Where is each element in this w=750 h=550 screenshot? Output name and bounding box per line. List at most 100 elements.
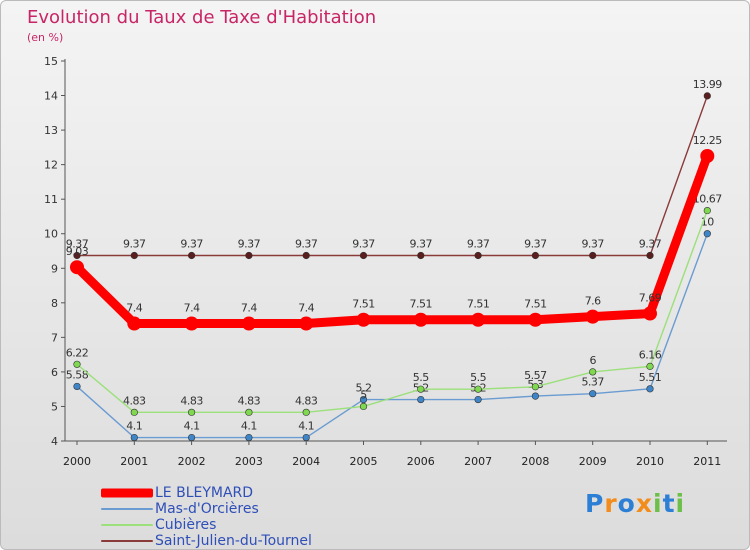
- data-label-cubi-res: 4.83: [238, 394, 261, 407]
- data-point-saint-julien-du-tournel: [474, 251, 482, 260]
- data-point-le-bleymard: [70, 260, 84, 275]
- y-tick-label: 4: [51, 435, 58, 448]
- x-tick-label: 2003: [235, 455, 263, 468]
- data-point-cubi-res: [474, 385, 482, 393]
- data-label-mas-d-orci-res: 4.1: [126, 420, 142, 433]
- data-point-cubi-res: [73, 360, 81, 368]
- y-tick-label: 6: [51, 366, 58, 379]
- data-point-saint-julien-du-tournel: [646, 251, 654, 260]
- data-label-le-bleymard: 7.4: [298, 302, 314, 315]
- data-label-le-bleymard: 9.03: [66, 245, 89, 258]
- legend-swatch: [101, 524, 153, 526]
- data-label-cubi-res: 6: [589, 354, 596, 367]
- data-label-saint-julien-du-tournel: 9.37: [66, 237, 89, 250]
- series-line-mas-d-orci-res: [76, 233, 708, 439]
- data-point-cubi-res: [130, 408, 138, 416]
- y-tick-label: 7: [51, 331, 58, 344]
- data-label-cubi-res: 10.67: [693, 193, 722, 206]
- data-label-cubi-res: 4.83: [295, 394, 318, 407]
- data-label-mas-d-orci-res: 4.1: [184, 420, 200, 433]
- data-point-mas-d-orci-res: [73, 382, 81, 391]
- chart-title: Evolution du Taux de Taxe d'Habitation: [27, 7, 377, 28]
- data-point-saint-julien-du-tournel: [531, 251, 540, 260]
- data-point-saint-julien-du-tournel: [245, 251, 253, 260]
- proxiti-logo: Proxiti: [585, 489, 685, 518]
- data-point-mas-d-orci-res: [245, 433, 253, 442]
- data-point-saint-julien-du-tournel: [302, 251, 310, 260]
- x-tick-label: 2005: [350, 455, 378, 468]
- data-label-mas-d-orci-res: 5.58: [66, 368, 89, 381]
- data-label-cubi-res: 4.83: [180, 394, 203, 407]
- data-point-saint-julien-du-tournel: [589, 251, 597, 260]
- data-point-le-bleymard: [299, 316, 314, 331]
- data-label-saint-julien-du-tournel: 9.37: [295, 237, 318, 250]
- data-point-saint-julien-du-tournel: [130, 251, 138, 260]
- data-point-saint-julien-du-tournel: [703, 92, 711, 100]
- data-point-mas-d-orci-res: [531, 392, 540, 400]
- data-point-mas-d-orci-res: [703, 230, 711, 238]
- logo-letter: t: [662, 489, 676, 518]
- data-point-cubi-res: [417, 385, 425, 393]
- data-point-saint-julien-du-tournel: [188, 251, 196, 260]
- data-label-mas-d-orci-res: 4.1: [298, 420, 314, 433]
- series-line-cubi-res: [76, 209, 708, 414]
- y-tick-label: 11: [44, 193, 58, 206]
- logo-letter: x: [635, 489, 653, 518]
- data-point-le-bleymard: [127, 316, 142, 331]
- x-tick-label: 2010: [636, 455, 664, 468]
- data-point-mas-d-orci-res: [474, 395, 482, 404]
- chart-unit: (en %): [27, 31, 64, 44]
- series-line-le-bleymard: [72, 151, 712, 329]
- legend-label: Cubières: [155, 517, 217, 533]
- data-label-le-bleymard: 7.6: [585, 295, 601, 308]
- data-label-le-bleymard: 12.25: [693, 134, 722, 147]
- y-tick-label: 13: [44, 124, 58, 137]
- data-label-saint-julien-du-tournel: 9.37: [123, 237, 146, 250]
- legend-label: LE BLEYMARD: [155, 485, 254, 501]
- data-point-cubi-res: [589, 368, 597, 376]
- data-label-mas-d-orci-res: 5.51: [639, 371, 662, 384]
- y-tick-label: 5: [51, 400, 58, 413]
- x-tick-label: 2007: [464, 455, 492, 468]
- y-tick-label: 9: [51, 262, 58, 275]
- y-tick-label: 10: [44, 228, 58, 241]
- data-point-cubi-res: [646, 362, 654, 370]
- data-point-mas-d-orci-res: [359, 395, 368, 404]
- data-point-le-bleymard: [413, 312, 428, 327]
- x-tick-label: 2002: [178, 455, 206, 468]
- data-label-le-bleymard: 7.69: [639, 292, 662, 305]
- data-label-le-bleymard: 7.51: [467, 298, 490, 311]
- data-point-mas-d-orci-res: [302, 433, 310, 442]
- logo-letter: o: [617, 489, 636, 518]
- y-tick-label: 8: [51, 297, 58, 310]
- data-label-le-bleymard: 7.4: [184, 302, 200, 315]
- x-tick-label: 2000: [63, 455, 91, 468]
- legend-swatch: [101, 540, 153, 542]
- data-label-mas-d-orci-res: 5.2: [356, 382, 372, 395]
- x-tick-label: 2009: [579, 455, 607, 468]
- x-tick-label: 2006: [407, 455, 435, 468]
- data-label-cubi-res: 5.5: [470, 371, 486, 384]
- x-tick-label: 2008: [521, 455, 549, 468]
- logo-letter: i: [653, 489, 663, 518]
- data-label-le-bleymard: 7.4: [241, 302, 257, 315]
- data-point-saint-julien-du-tournel: [359, 251, 368, 260]
- data-label-saint-julien-du-tournel: 9.37: [524, 237, 547, 250]
- data-point-mas-d-orci-res: [589, 390, 597, 398]
- data-point-le-bleymard: [643, 306, 657, 321]
- data-point-cubi-res: [359, 402, 368, 411]
- data-point-le-bleymard: [184, 316, 199, 331]
- y-tick-label: 15: [44, 55, 58, 68]
- data-label-cubi-res: 5.5: [413, 371, 429, 384]
- data-point-saint-julien-du-tournel: [73, 251, 81, 260]
- data-label-saint-julien-du-tournel: 9.37: [238, 237, 261, 250]
- x-tick-label: 2004: [292, 455, 320, 468]
- data-label-saint-julien-du-tournel: 9.37: [467, 237, 490, 250]
- data-point-saint-julien-du-tournel: [417, 251, 425, 260]
- logo-letter: i: [675, 489, 686, 518]
- logo-letter: P: [585, 489, 605, 518]
- data-point-le-bleymard: [528, 312, 543, 327]
- data-label-le-bleymard: 7.4: [126, 302, 142, 315]
- data-point-le-bleymard: [241, 316, 256, 331]
